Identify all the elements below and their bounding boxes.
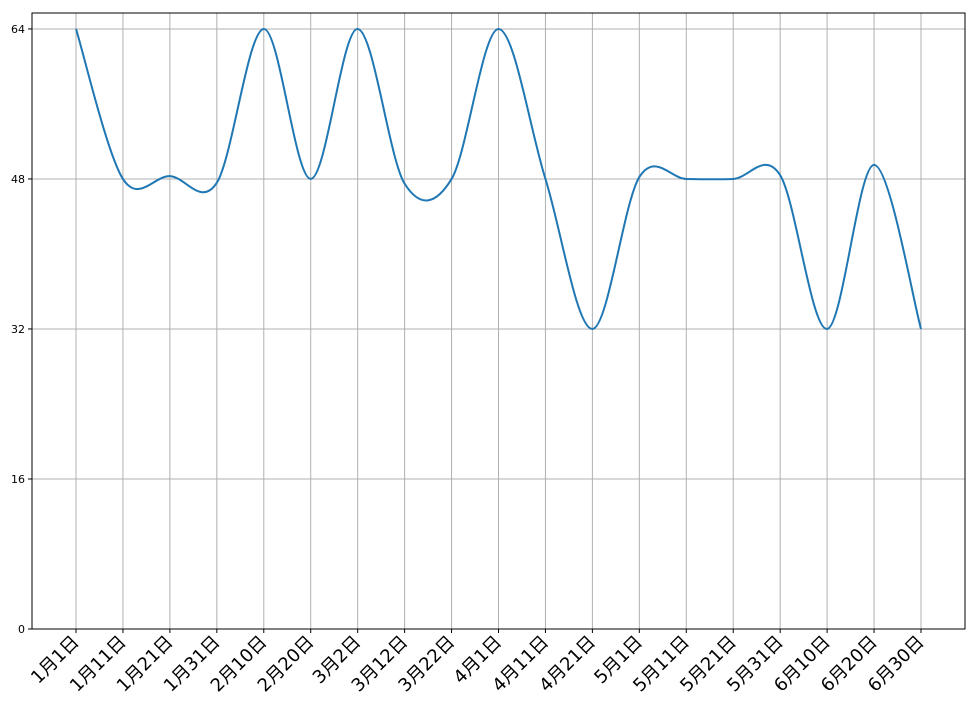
y-tick-label: 0 xyxy=(18,623,25,636)
y-tick-label: 64 xyxy=(11,23,25,36)
y-tick-label: 32 xyxy=(11,323,25,336)
plot-frame xyxy=(31,12,966,630)
y-tick-label: 16 xyxy=(11,473,25,486)
line-series xyxy=(75,27,922,330)
y-tick-label: 48 xyxy=(11,173,25,186)
